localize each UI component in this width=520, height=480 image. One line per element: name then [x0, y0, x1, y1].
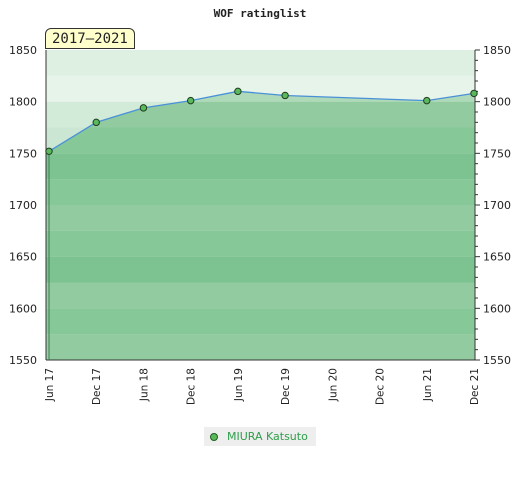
- y-tick-label-left: 1750: [9, 147, 37, 160]
- series-line-layer: [45, 87, 478, 360]
- data-point: [281, 91, 289, 100]
- y-tick-label-left: 1550: [9, 354, 37, 367]
- x-tick-label: Dec 21: [469, 368, 481, 405]
- x-tick-label: Jun 20: [327, 368, 339, 402]
- data-point: [186, 96, 195, 105]
- y-tick-label-left: 1700: [9, 199, 37, 212]
- series-area: [49, 91, 474, 360]
- legend-series-label: MIURA Katsuto: [227, 430, 308, 443]
- rating-band: [46, 256, 475, 283]
- data-point: [139, 104, 148, 112]
- y-tick-label-left: 1850: [9, 44, 37, 57]
- data-point: [423, 96, 431, 105]
- x-tick-label: Dec 17: [91, 368, 103, 405]
- rating-band: [46, 282, 475, 309]
- x-tick-label: Dec 18: [186, 368, 198, 405]
- x-tick-label: Dec 19: [280, 368, 292, 405]
- x-tick-label: Jun 21: [422, 368, 434, 402]
- rating-band: [46, 153, 475, 180]
- x-tick-label: Jun 18: [138, 368, 150, 402]
- area-above-series: [46, 50, 475, 152]
- y-tick-label-right: 1850: [483, 44, 511, 57]
- data-point: [45, 147, 53, 155]
- rating-band: [46, 334, 475, 360]
- data-point: [470, 89, 478, 98]
- y-tick-label-right: 1700: [483, 199, 511, 212]
- y-tick-label-left: 1650: [9, 251, 37, 264]
- x-tick-label: Jun 17: [44, 368, 56, 402]
- chart-title: WOF ratinglist: [214, 7, 307, 20]
- rating-band: [46, 230, 475, 257]
- series-line: [48, 90, 475, 152]
- axes: 1550 1550 1600 1600 1650 1650 1700 1700 1750 1750…: [9, 44, 511, 405]
- rating-band: [46, 127, 475, 154]
- x-tick-label: Jun 19: [233, 368, 245, 402]
- y-tick-label-right: 1600: [483, 302, 511, 315]
- y-tick-label-left: 1600: [9, 302, 37, 315]
- rating-band: [46, 205, 475, 231]
- x-tick-label: Dec 20: [375, 368, 387, 405]
- rating-band: [46, 179, 475, 205]
- rating-bands: [46, 50, 475, 360]
- period-label: 2017–2021: [45, 28, 135, 49]
- y-tick-label-right: 1650: [483, 251, 511, 264]
- y-tick-label-right: 1800: [483, 96, 511, 109]
- y-tick-label-left: 1800: [9, 96, 37, 109]
- y-tick-label-right: 1550: [483, 354, 511, 367]
- y-tick-label-right: 1750: [483, 147, 511, 160]
- rating-band: [46, 308, 475, 335]
- data-point: [234, 87, 242, 96]
- data-point: [92, 118, 100, 127]
- series-area-layer: [46, 50, 475, 360]
- legend-marker: [210, 432, 218, 441]
- legend[interactable]: MIURA Katsuto: [204, 427, 316, 446]
